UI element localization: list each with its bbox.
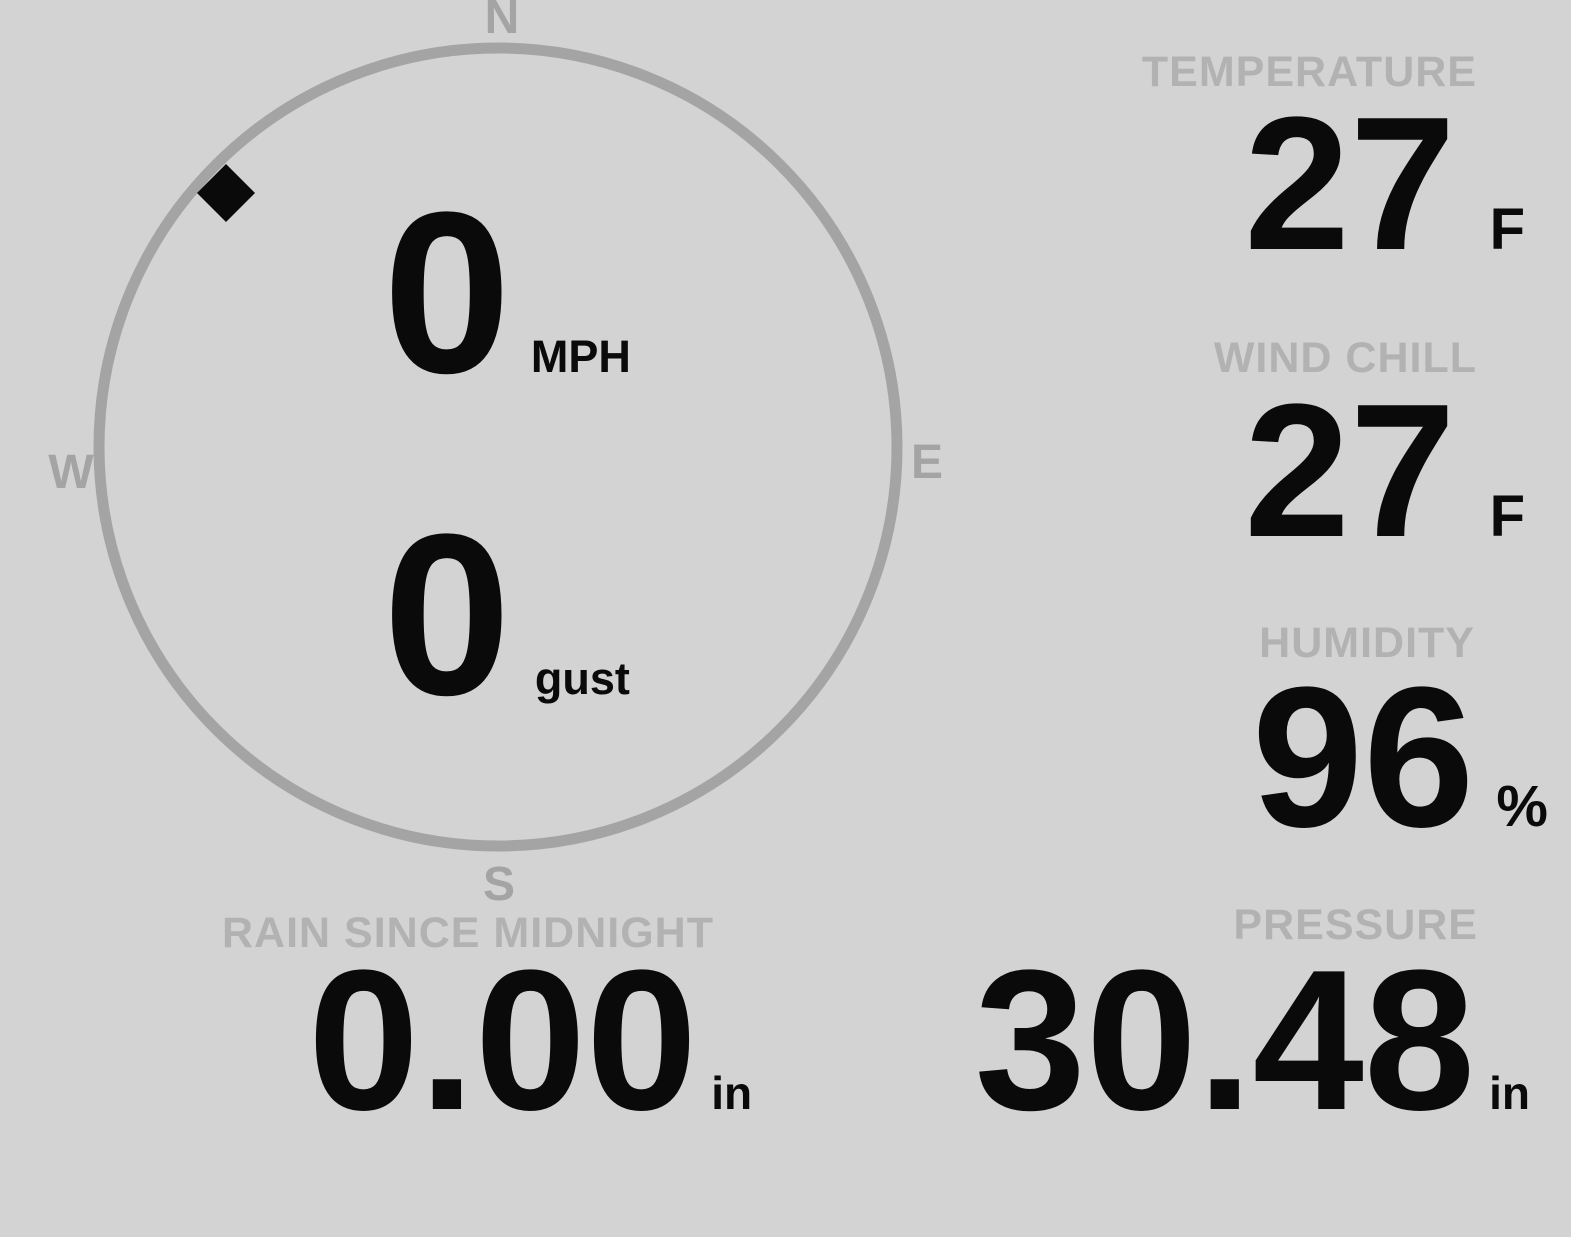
temperature-reading: 27 F: [1244, 89, 1525, 279]
wind-chill-reading: 27 F: [1244, 376, 1525, 566]
rain-since-midnight-label: RAIN SINCE MIDNIGHT: [222, 909, 714, 957]
wind-chill-label: WIND CHILL: [1213, 334, 1477, 382]
rain-since-midnight-reading: 0.00 in: [308, 941, 752, 1141]
wind-speed-value: 0: [383, 164, 511, 421]
wind-gust-value: 0: [383, 486, 511, 743]
compass-label-west: W: [48, 446, 94, 499]
compass-label-north: N: [484, 0, 520, 44]
temperature-label: TEMPERATURE: [1141, 48, 1477, 96]
pressure-unit: in: [1489, 1067, 1530, 1119]
rain-since-midnight-value: 0.00: [308, 929, 698, 1152]
wind-chill-unit: F: [1489, 484, 1525, 549]
humidity-unit: %: [1496, 774, 1548, 839]
humidity-value: 96: [1251, 646, 1475, 869]
wind-chill-value: 27: [1244, 365, 1456, 577]
temperature-unit: F: [1489, 197, 1525, 262]
temperature-value: 27: [1244, 78, 1456, 290]
wind-direction-marker-icon: [196, 164, 255, 223]
wind-speed: 0 MPH: [383, 178, 631, 408]
compass-label-south: S: [482, 858, 516, 911]
wind-speed-unit: MPH: [530, 331, 631, 382]
wind-gust-unit: gust: [534, 653, 630, 704]
wind-gust: 0 gust: [383, 500, 630, 730]
pressure-reading: 30.48 in: [975, 941, 1530, 1141]
compass-label-east: E: [910, 436, 944, 489]
humidity-reading: 96 %: [1252, 658, 1548, 858]
humidity-label: HUMIDITY: [1259, 619, 1475, 667]
rain-since-midnight-unit: in: [711, 1067, 753, 1119]
pressure-label: PRESSURE: [1233, 901, 1478, 949]
pressure-value: 30.48: [974, 929, 1476, 1152]
